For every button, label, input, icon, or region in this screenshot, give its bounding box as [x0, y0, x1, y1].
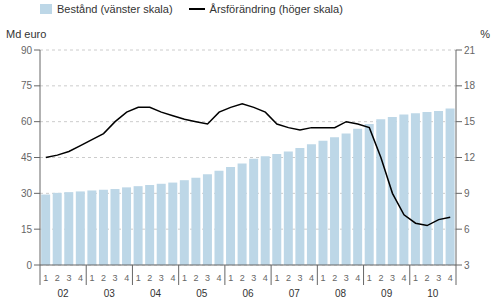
svg-text:4: 4 — [170, 273, 175, 283]
svg-text:2: 2 — [378, 273, 383, 283]
svg-text:1: 1 — [136, 273, 141, 283]
svg-text:21: 21 — [464, 45, 476, 56]
svg-text:06: 06 — [242, 288, 254, 299]
svg-text:1: 1 — [89, 273, 94, 283]
svg-text:2: 2 — [147, 273, 152, 283]
svg-text:03: 03 — [104, 288, 116, 299]
svg-text:1: 1 — [367, 273, 372, 283]
svg-text:1: 1 — [274, 273, 279, 283]
svg-text:2: 2 — [332, 273, 337, 283]
svg-text:3: 3 — [344, 273, 349, 283]
svg-text:02: 02 — [58, 288, 70, 299]
svg-text:08: 08 — [335, 288, 347, 299]
svg-text:12: 12 — [464, 152, 476, 163]
svg-text:04: 04 — [150, 288, 162, 299]
svg-text:4: 4 — [78, 273, 83, 283]
svg-text:0: 0 — [26, 260, 32, 271]
svg-text:4: 4 — [355, 273, 360, 283]
svg-text:1: 1 — [413, 273, 418, 283]
svg-text:15: 15 — [464, 116, 476, 127]
svg-text:4: 4 — [448, 273, 453, 283]
svg-text:3: 3 — [159, 273, 164, 283]
svg-text:9: 9 — [464, 188, 470, 199]
svg-text:1: 1 — [228, 273, 233, 283]
svg-text:90: 90 — [21, 45, 33, 56]
svg-text:45: 45 — [21, 152, 33, 163]
svg-text:4: 4 — [309, 273, 314, 283]
svg-text:2: 2 — [101, 273, 106, 283]
svg-text:1: 1 — [182, 273, 187, 283]
html-text:Md euro: Md euro — [6, 28, 47, 40]
svg-text:3: 3 — [390, 273, 395, 283]
svg-text:4: 4 — [124, 273, 129, 283]
svg-text:4: 4 — [263, 273, 268, 283]
svg-text:05: 05 — [196, 288, 208, 299]
html-text:Bestånd (vänster skala): Bestånd (vänster skala) — [57, 3, 173, 15]
svg-text:75: 75 — [21, 80, 33, 91]
svg-text:60: 60 — [21, 116, 33, 127]
svg-text:2: 2 — [55, 273, 60, 283]
svg-text:10: 10 — [427, 288, 439, 299]
svg-text:07: 07 — [289, 288, 301, 299]
svg-text:1: 1 — [321, 273, 326, 283]
svg-text:4: 4 — [217, 273, 222, 283]
svg-text:2: 2 — [193, 273, 198, 283]
svg-text:18: 18 — [464, 80, 476, 91]
svg-text:3: 3 — [436, 273, 441, 283]
svg-text:3: 3 — [66, 273, 71, 283]
svg-text:09: 09 — [381, 288, 393, 299]
svg-text:3: 3 — [205, 273, 210, 283]
svg-text:4: 4 — [401, 273, 406, 283]
svg-text:30: 30 — [21, 188, 33, 199]
svg-text:3: 3 — [464, 260, 470, 271]
svg-text:2: 2 — [286, 273, 291, 283]
svg-text:15: 15 — [21, 224, 33, 235]
svg-text:1: 1 — [43, 273, 48, 283]
svg-text:3: 3 — [251, 273, 256, 283]
svg-text:6: 6 — [464, 224, 470, 235]
svg-text:2: 2 — [425, 273, 430, 283]
svg-text:3: 3 — [297, 273, 302, 283]
svg-text:2: 2 — [240, 273, 245, 283]
svg-text:3: 3 — [113, 273, 118, 283]
html-text:Årsförändring (höger skala): Årsförändring (höger skala) — [209, 3, 343, 15]
